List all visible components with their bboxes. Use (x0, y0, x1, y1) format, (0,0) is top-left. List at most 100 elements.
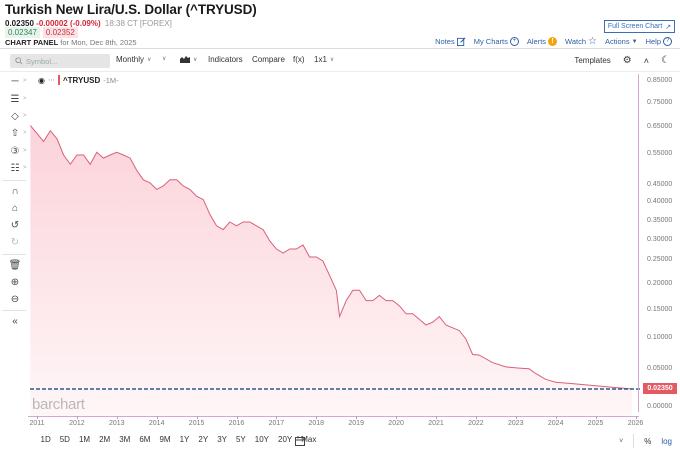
unlock-icon[interactable]: ⌂ (11, 202, 19, 214)
range-button-3y[interactable]: 3Y (217, 435, 227, 444)
collapse-up-icon[interactable]: ˄ (643, 55, 650, 66)
series-timeframe: -1M- (103, 75, 119, 85)
series-legend[interactable]: ◉ ⋯ ^TRYUSD -1M- (38, 75, 119, 85)
last-price-tag: 0.02350 (643, 383, 677, 394)
y-tick-label: 0.40000 (647, 198, 673, 205)
symbol-search-input[interactable]: Symbol... (10, 54, 110, 68)
chart-type-dropdown[interactable]: ∨ (180, 55, 197, 63)
divider (0, 48, 680, 49)
fx-button[interactable]: f(x) (293, 55, 305, 64)
redo-icon[interactable]: ↻ (10, 236, 20, 248)
y-tick-label: 0.55000 (647, 150, 673, 157)
edit-icon (456, 37, 466, 46)
drawing-toolbar: ─ > ☰ > ◇ > ⇧ > ③ > ☷ > ∩ ⌂ ↺ ↻ 🗑 ⊕ ⊖ « (0, 72, 28, 412)
range-button-1m[interactable]: 1M (78, 435, 91, 444)
x-tick-label: 2024 (547, 420, 564, 427)
y-tick-label: 0.45000 (647, 181, 673, 188)
x-tick-label: 2025 (587, 420, 604, 427)
actions-label: Actions (605, 37, 630, 46)
annotation-tool-icon[interactable]: ③ > (10, 145, 27, 157)
undo-icon[interactable]: ↺ (10, 219, 20, 231)
y-axis-line (638, 74, 639, 412)
plus-circle-icon: + (509, 37, 519, 46)
range-button-5d[interactable]: 5D (59, 435, 70, 444)
divider (2, 180, 26, 181)
alerts-button[interactable]: Alerts ! (527, 37, 558, 46)
my-charts-button[interactable]: My Charts + (474, 37, 519, 46)
range-button-1d[interactable]: 1D (40, 435, 51, 444)
x-tick-label: 2022 (468, 420, 484, 427)
range-button-3m[interactable]: 3M (119, 435, 131, 444)
x-tick-mark (236, 416, 238, 419)
measure-tool-icon[interactable]: ☷ > (10, 162, 27, 174)
x-tick-label: 2013 (109, 420, 125, 427)
notes-label: Notes (435, 37, 455, 46)
expand-down-icon[interactable]: ˅ (619, 437, 624, 445)
x-tick-label: 2017 (268, 420, 285, 427)
layout-dropdown[interactable]: 1x1 ∨ (314, 55, 334, 64)
price-line (30, 125, 633, 390)
y-tick-label: 0.05000 (647, 365, 673, 372)
watch-label: Watch (565, 37, 587, 46)
range-button-max[interactable]: Max (301, 435, 317, 444)
chart-panel-label: CHART PANEL for Mon, Dec 8th, 2025 (5, 38, 137, 47)
area-chart-icon (180, 56, 190, 63)
trash-icon[interactable]: 🗑 (8, 259, 22, 271)
my-charts-label: My Charts (473, 37, 508, 46)
calendar-icon[interactable] (295, 433, 305, 449)
panel-title: CHART PANEL (5, 38, 59, 47)
x-tick-mark (37, 416, 38, 419)
collapse-toolbar-icon[interactable]: « (12, 315, 18, 327)
shapes-tool-icon[interactable]: ◇ > (11, 110, 27, 122)
star-icon: ☆ (588, 36, 597, 47)
zoom-in-icon[interactable]: ⊕ (10, 276, 20, 288)
fibonacci-tool-icon[interactable]: ☰ > (10, 93, 27, 105)
more-options-icon[interactable]: ⋯ (47, 77, 55, 84)
x-tick-label: 2021 (428, 420, 444, 427)
x-tick-mark (475, 416, 477, 419)
range-button-5y[interactable]: 5Y (235, 435, 246, 444)
symbol-placeholder: Symbol... (26, 56, 58, 66)
divider (633, 434, 635, 448)
indicators-button[interactable]: Indicators (208, 55, 243, 64)
y-tick-label: 0.15000 (647, 306, 673, 313)
magnet-icon[interactable]: ∩ (11, 185, 19, 197)
templates-button[interactable]: Templates (574, 56, 611, 65)
range-button-1y[interactable]: 1Y (179, 435, 190, 444)
arrow-tool-icon[interactable]: ⇧ > (10, 127, 27, 139)
range-button-2y[interactable]: 2Y (198, 435, 209, 444)
x-tick-mark (116, 416, 118, 419)
range-button-2m[interactable]: 2M (99, 435, 111, 444)
range-button-6m[interactable]: 6M (139, 435, 151, 444)
interval-dropdown[interactable]: Monthly ∨ (116, 55, 151, 64)
period-dropdown[interactable]: ∨ (162, 55, 166, 62)
page-title: Turkish New Lira/U.S. Dollar (^TRYUSD) (5, 2, 257, 17)
x-tick-label: 2023 (508, 420, 524, 427)
scale-controls: ˅ % log (619, 434, 672, 448)
help-button[interactable]: Help ? (646, 37, 672, 46)
dark-mode-moon-icon[interactable]: ☾ (661, 55, 670, 66)
help-icon: ? (663, 37, 672, 46)
bid-ask: 0.02347 0.02352 (5, 27, 78, 38)
x-tick-mark (595, 416, 597, 419)
notes-button[interactable]: Notes (435, 37, 466, 46)
zoom-out-icon[interactable]: ⊖ (10, 293, 20, 305)
compare-button[interactable]: Compare (252, 55, 285, 64)
range-button-10y[interactable]: 10Y (254, 435, 270, 444)
price-area (30, 125, 633, 416)
range-button-9m[interactable]: 9M (159, 435, 171, 444)
x-tick-label: 2012 (69, 420, 85, 427)
x-tick-label: 2014 (148, 420, 165, 427)
quote-line: 0.02350 -0.00002 (-0.09%) 18:38 CT [FORE… (5, 19, 172, 28)
y-tick-label: 0.20000 (647, 280, 673, 287)
settings-gear-icon[interactable]: ⚙ (622, 55, 632, 66)
percent-scale-toggle[interactable]: % (644, 436, 652, 446)
log-scale-toggle[interactable]: log (661, 436, 672, 446)
watch-button[interactable]: Watch ☆ (565, 36, 597, 47)
visibility-eye-icon[interactable]: ◉ (38, 75, 45, 85)
actions-dropdown[interactable]: Actions ▼ (605, 37, 638, 46)
range-button-20y[interactable]: 20Y (278, 435, 293, 444)
full-screen-chart-button[interactable]: Full Screen Chart ↗ (604, 20, 675, 33)
line-tool-icon[interactable]: ─ > (11, 75, 27, 87)
